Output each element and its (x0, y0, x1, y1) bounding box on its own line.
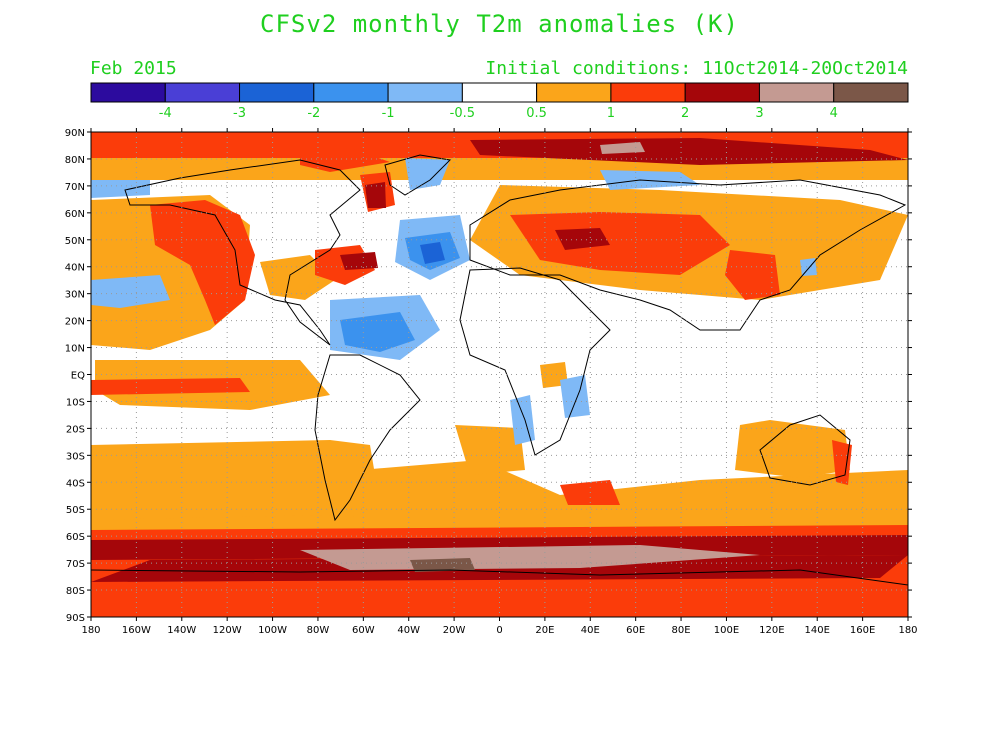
lat-label: EQ (71, 371, 85, 382)
lat-label: 40S (66, 478, 85, 489)
lon-label: 40W (397, 625, 420, 636)
lat-label: 10N (65, 344, 85, 355)
lat-label: 30N (65, 290, 85, 301)
lat-label: 20N (65, 317, 85, 328)
colorbar-label: 0.5 (526, 106, 547, 121)
colorbar-label: 3 (755, 106, 763, 121)
axis-ticks (87, 128, 912, 621)
lon-label: 80W (307, 625, 330, 636)
lat-label: 80S (66, 586, 85, 597)
colorbar-label: 4 (830, 106, 838, 121)
lon-label: 60W (352, 625, 375, 636)
lon-label: 160W (122, 625, 151, 636)
colorbar-swatch (313, 82, 389, 103)
lon-label: 160E (850, 625, 875, 636)
lat-label: 40N (65, 263, 85, 274)
colorbar (90, 82, 909, 103)
lat-label: 90N (65, 128, 85, 139)
colorbar-swatch (164, 82, 241, 103)
lat-label: 60S (66, 532, 85, 543)
forecast-month: Feb 2015 (90, 58, 177, 79)
latitude-labels: 90N 80N 70N 60N 50N 40N 30N 20N 10N EQ 10S 20S 30S 40… (65, 128, 85, 624)
anomaly-2-3 (91, 138, 908, 582)
initial-conditions: Initial conditions: 11Oct2014-20Oct2014 (485, 58, 908, 79)
colorbar-swatch (387, 82, 463, 103)
lon-label: 140E (805, 625, 830, 636)
lat-label: 60N (65, 209, 85, 220)
lat-label: 50N (65, 236, 85, 247)
colorbar-labels: -4 -3 -2 -1 -0.5 0.5 1 2 3 4 (159, 106, 838, 121)
lat-label: 70N (65, 182, 85, 193)
colorbar-swatch (833, 82, 909, 103)
map-area (91, 132, 908, 617)
colorbar-label: -2 (307, 106, 320, 121)
chart-title: CFSv2 monthly T2m anomalies (K) (260, 10, 739, 38)
lat-label: 80N (65, 155, 85, 166)
lat-label: 90S (66, 613, 85, 624)
lon-label: 40E (581, 625, 600, 636)
longitude-labels: 180 160W 140W 120W 100W 80W 60W 40W 20W 0 20E 40E 60… (81, 625, 917, 636)
lon-label: 120E (759, 625, 784, 636)
lat-label: 70S (66, 559, 85, 570)
lon-label: 100E (714, 625, 739, 636)
colorbar-label: 1 (607, 106, 615, 121)
lon-label: 140W (167, 625, 196, 636)
colorbar-swatch (536, 82, 612, 103)
colorbar-label: -4 (159, 106, 172, 121)
lon-label: 120W (213, 625, 242, 636)
colorbar-swatch (239, 82, 315, 103)
lon-label: 180 (898, 625, 917, 636)
colorbar-label: -0.5 (450, 106, 475, 121)
anomaly-neg-2-3 (420, 242, 445, 264)
lat-label: 10S (66, 397, 85, 408)
anomaly-above-4 (410, 558, 475, 572)
colorbar-swatch (758, 82, 835, 103)
lat-label: 20S (66, 424, 85, 435)
lon-label: 0 (496, 625, 502, 636)
colorbar-label: -1 (382, 106, 395, 121)
colorbar-swatch (461, 82, 538, 103)
colorbar-swatch (684, 82, 760, 103)
lat-label: 50S (66, 505, 85, 516)
coastlines (91, 154, 908, 586)
lon-label: 60E (626, 625, 645, 636)
lon-label: 80E (672, 625, 691, 636)
lon-label: 20E (535, 625, 554, 636)
colorbar-label: 2 (681, 106, 689, 121)
colorbar-swatch (90, 82, 166, 103)
lat-lon-grid (91, 132, 908, 617)
lon-label: 100W (258, 625, 287, 636)
lon-label: 20W (443, 625, 466, 636)
lon-label: 180 (81, 625, 100, 636)
lat-label: 30S (66, 451, 85, 462)
colorbar-label: -3 (233, 106, 246, 121)
colorbar-swatch (610, 82, 686, 103)
